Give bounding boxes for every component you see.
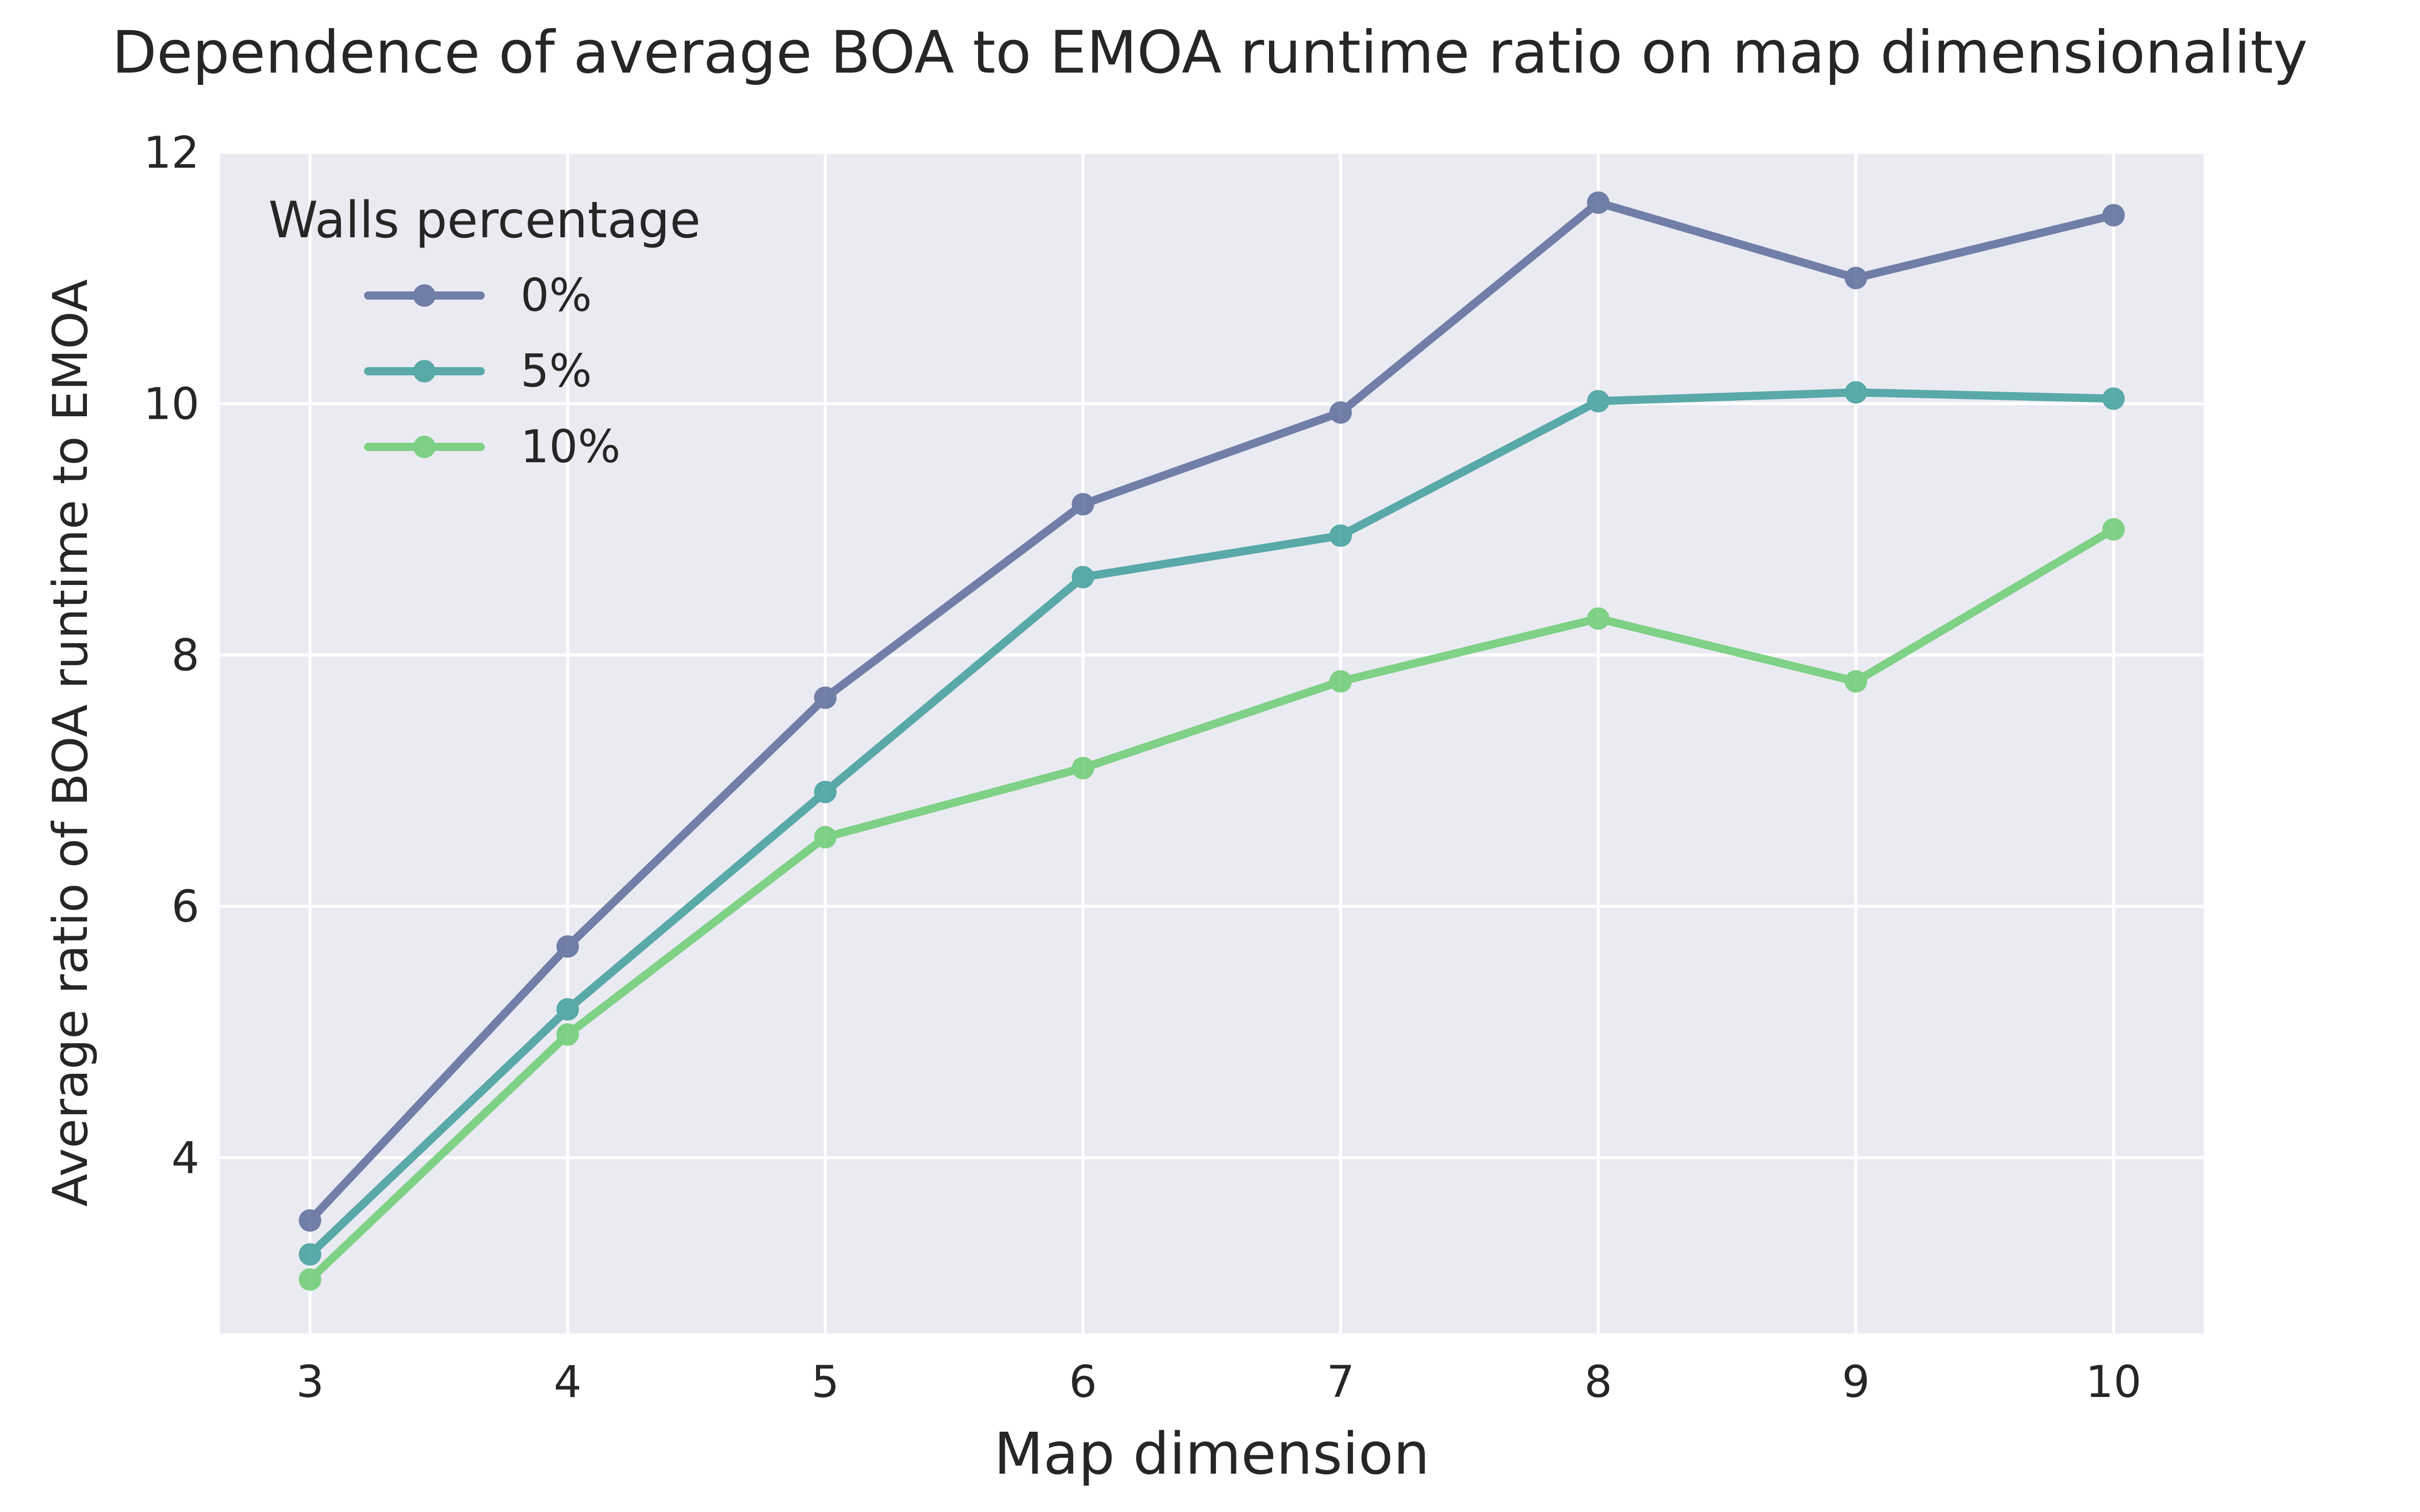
legend-entry	[364, 360, 485, 382]
y-tick-label: 6	[171, 881, 199, 932]
x-tick-label: 8	[1584, 1357, 1612, 1408]
data-point	[1072, 757, 1095, 780]
data-point	[1844, 266, 1867, 289]
legend-title: Walls percentage	[268, 191, 700, 250]
y-tick-label: 10	[144, 378, 199, 430]
data-point	[299, 1243, 322, 1266]
x-tick-label: 5	[811, 1357, 840, 1408]
x-tick-label: 7	[1327, 1357, 1355, 1408]
series-line	[306, 198, 2118, 1225]
series-3	[299, 518, 2125, 1291]
legend-entry	[364, 436, 485, 458]
y-axis-label: Average ratio of BOA runtime to EMOA	[43, 279, 99, 1207]
legend-marker	[413, 360, 436, 382]
series-1	[299, 191, 2125, 1232]
data-point	[1844, 670, 1867, 693]
data-point	[814, 780, 837, 803]
data-point	[1072, 493, 1095, 516]
y-tick-label: 12	[144, 127, 199, 178]
data-point	[1329, 401, 1352, 424]
legend-marker	[413, 436, 436, 458]
data-point	[2102, 387, 2125, 410]
series-line	[306, 525, 2118, 1284]
data-point	[1587, 191, 1610, 214]
chart-title: Dependence of average BOA to EMOA runtim…	[112, 18, 2308, 86]
data-point	[2102, 204, 2125, 227]
legend-entry	[364, 284, 485, 307]
grid	[220, 151, 2204, 1334]
data-point	[299, 1268, 322, 1291]
legend: Walls percentage 0% 5% 10%	[268, 191, 700, 473]
plot-area	[220, 152, 2204, 1334]
x-tick-label: 10	[2086, 1357, 2141, 1408]
data-point	[556, 935, 579, 958]
data-point	[1329, 524, 1352, 547]
series-line	[306, 388, 2118, 1259]
series-layer	[299, 191, 2125, 1291]
data-point	[1072, 566, 1095, 589]
data-point	[1329, 670, 1352, 693]
legend-marker	[413, 284, 436, 307]
legend-label: 0%	[521, 269, 592, 322]
data-point	[1587, 390, 1610, 413]
series-2	[299, 381, 2125, 1266]
data-point	[1844, 381, 1867, 404]
x-tick-label: 9	[1842, 1357, 1870, 1408]
data-point	[2102, 518, 2125, 541]
x-tick-labels: 3 4 5 6 7 8 9 10	[296, 1357, 2141, 1408]
x-tick-label: 4	[554, 1357, 582, 1408]
data-point	[814, 826, 837, 849]
data-point	[556, 1023, 579, 1046]
legend-label: 5%	[521, 345, 592, 397]
data-point	[299, 1209, 322, 1232]
x-axis-label: Map dimension	[994, 1421, 1430, 1487]
data-point	[814, 686, 837, 709]
y-tick-labels: 4 6 8 10 12	[144, 127, 199, 1184]
legend-label: 10%	[521, 420, 621, 473]
y-tick-label: 4	[171, 1133, 199, 1184]
x-tick-label: 3	[296, 1357, 324, 1408]
x-tick-label: 6	[1069, 1357, 1097, 1408]
data-point	[556, 998, 579, 1021]
y-tick-label: 8	[171, 630, 199, 681]
data-point	[1587, 607, 1610, 630]
legend-entries: 0% 5% 10%	[364, 269, 621, 473]
